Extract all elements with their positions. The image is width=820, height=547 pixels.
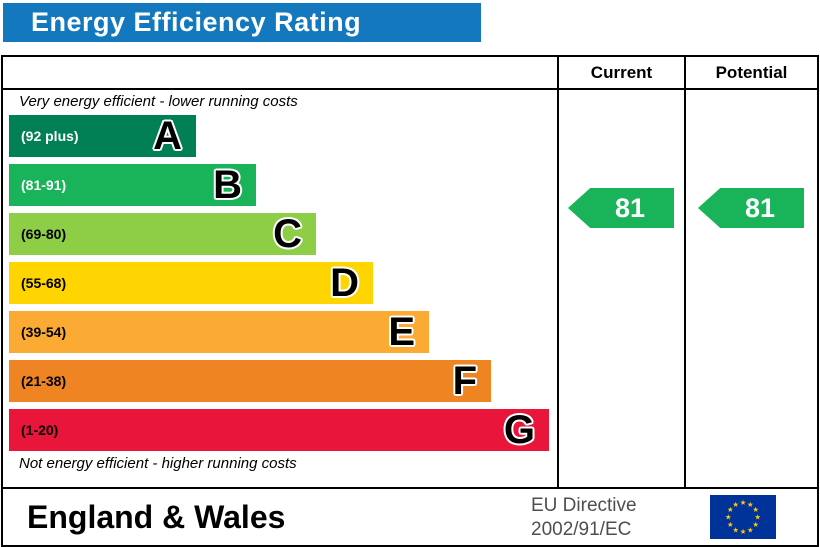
- band-e-range-label: (39-54): [21, 324, 67, 340]
- svg-text:★: ★: [740, 527, 747, 536]
- eu-flag-icon: ★ ★ ★ ★ ★ ★ ★ ★ ★ ★ ★ ★: [710, 495, 776, 539]
- band-f-range-label: (21-38): [21, 373, 67, 389]
- band-f-letter: F: [452, 359, 477, 403]
- svg-text:★: ★: [747, 500, 754, 509]
- potential-rating-value: 81: [744, 192, 776, 223]
- band-d-letter: D: [330, 261, 359, 305]
- svg-text:★: ★: [752, 505, 759, 514]
- band-g-letter: G: [503, 408, 535, 452]
- band-a-letter: A: [153, 114, 182, 158]
- potential-rating-arrow: 81: [698, 188, 804, 228]
- svg-text:★: ★: [740, 498, 747, 507]
- potential-column-header: Potential: [715, 62, 788, 82]
- band-g-range-label: (1-20): [21, 422, 59, 438]
- header-row-divider: [3, 88, 817, 90]
- svg-text:★: ★: [747, 525, 754, 534]
- current-column-header: Current: [590, 62, 653, 82]
- eu-directive-line2: 2002/91/EC: [531, 519, 632, 540]
- band-c: (69-80) C: [9, 213, 316, 255]
- band-b: (81-91) B: [9, 164, 256, 206]
- band-c-letter: C: [273, 212, 302, 256]
- eu-directive-line1: EU Directive: [531, 495, 637, 516]
- band-g: (1-20) G: [9, 409, 549, 451]
- band-d-range-label: (55-68): [21, 275, 67, 291]
- svg-text:★: ★: [727, 520, 734, 529]
- band-a-range-label: (92 plus): [21, 128, 79, 144]
- column-divider-current: [557, 57, 559, 487]
- top-note: Very energy efficient - lower running co…: [19, 93, 298, 110]
- region-label: England & Wales: [27, 498, 286, 535]
- band-b-range-label: (81-91): [21, 177, 67, 193]
- page-title: Energy Efficiency Rating: [3, 3, 481, 42]
- svg-text:★: ★: [725, 513, 732, 522]
- band-e-letter: E: [388, 310, 415, 354]
- bottom-note: Not energy efficient - higher running co…: [19, 455, 297, 472]
- rating-chart: Current Potential Very energy efficient …: [1, 55, 819, 489]
- current-rating-arrow: 81: [568, 188, 674, 228]
- eu-directive-label: EU Directive 2002/91/EC: [531, 494, 637, 542]
- current-rating-value: 81: [614, 192, 646, 223]
- svg-text:★: ★: [732, 500, 739, 509]
- svg-text:★: ★: [752, 520, 759, 529]
- column-divider-potential: [684, 57, 686, 487]
- svg-text:★: ★: [732, 525, 739, 534]
- band-a: (92 plus) A: [9, 115, 196, 157]
- band-f: (21-38) F: [9, 360, 491, 402]
- band-d: (55-68) D: [9, 262, 373, 304]
- rating-bands: (92 plus) A (81-91) B (69-80) C (55-68) …: [9, 115, 549, 451]
- band-c-range-label: (69-80): [21, 226, 67, 242]
- svg-text:★: ★: [754, 513, 761, 522]
- footer-bar: England & Wales EU Directive 2002/91/EC …: [1, 489, 819, 547]
- band-e: (39-54) E: [9, 311, 429, 353]
- svg-text:★: ★: [727, 505, 734, 514]
- band-b-letter: B: [213, 163, 242, 207]
